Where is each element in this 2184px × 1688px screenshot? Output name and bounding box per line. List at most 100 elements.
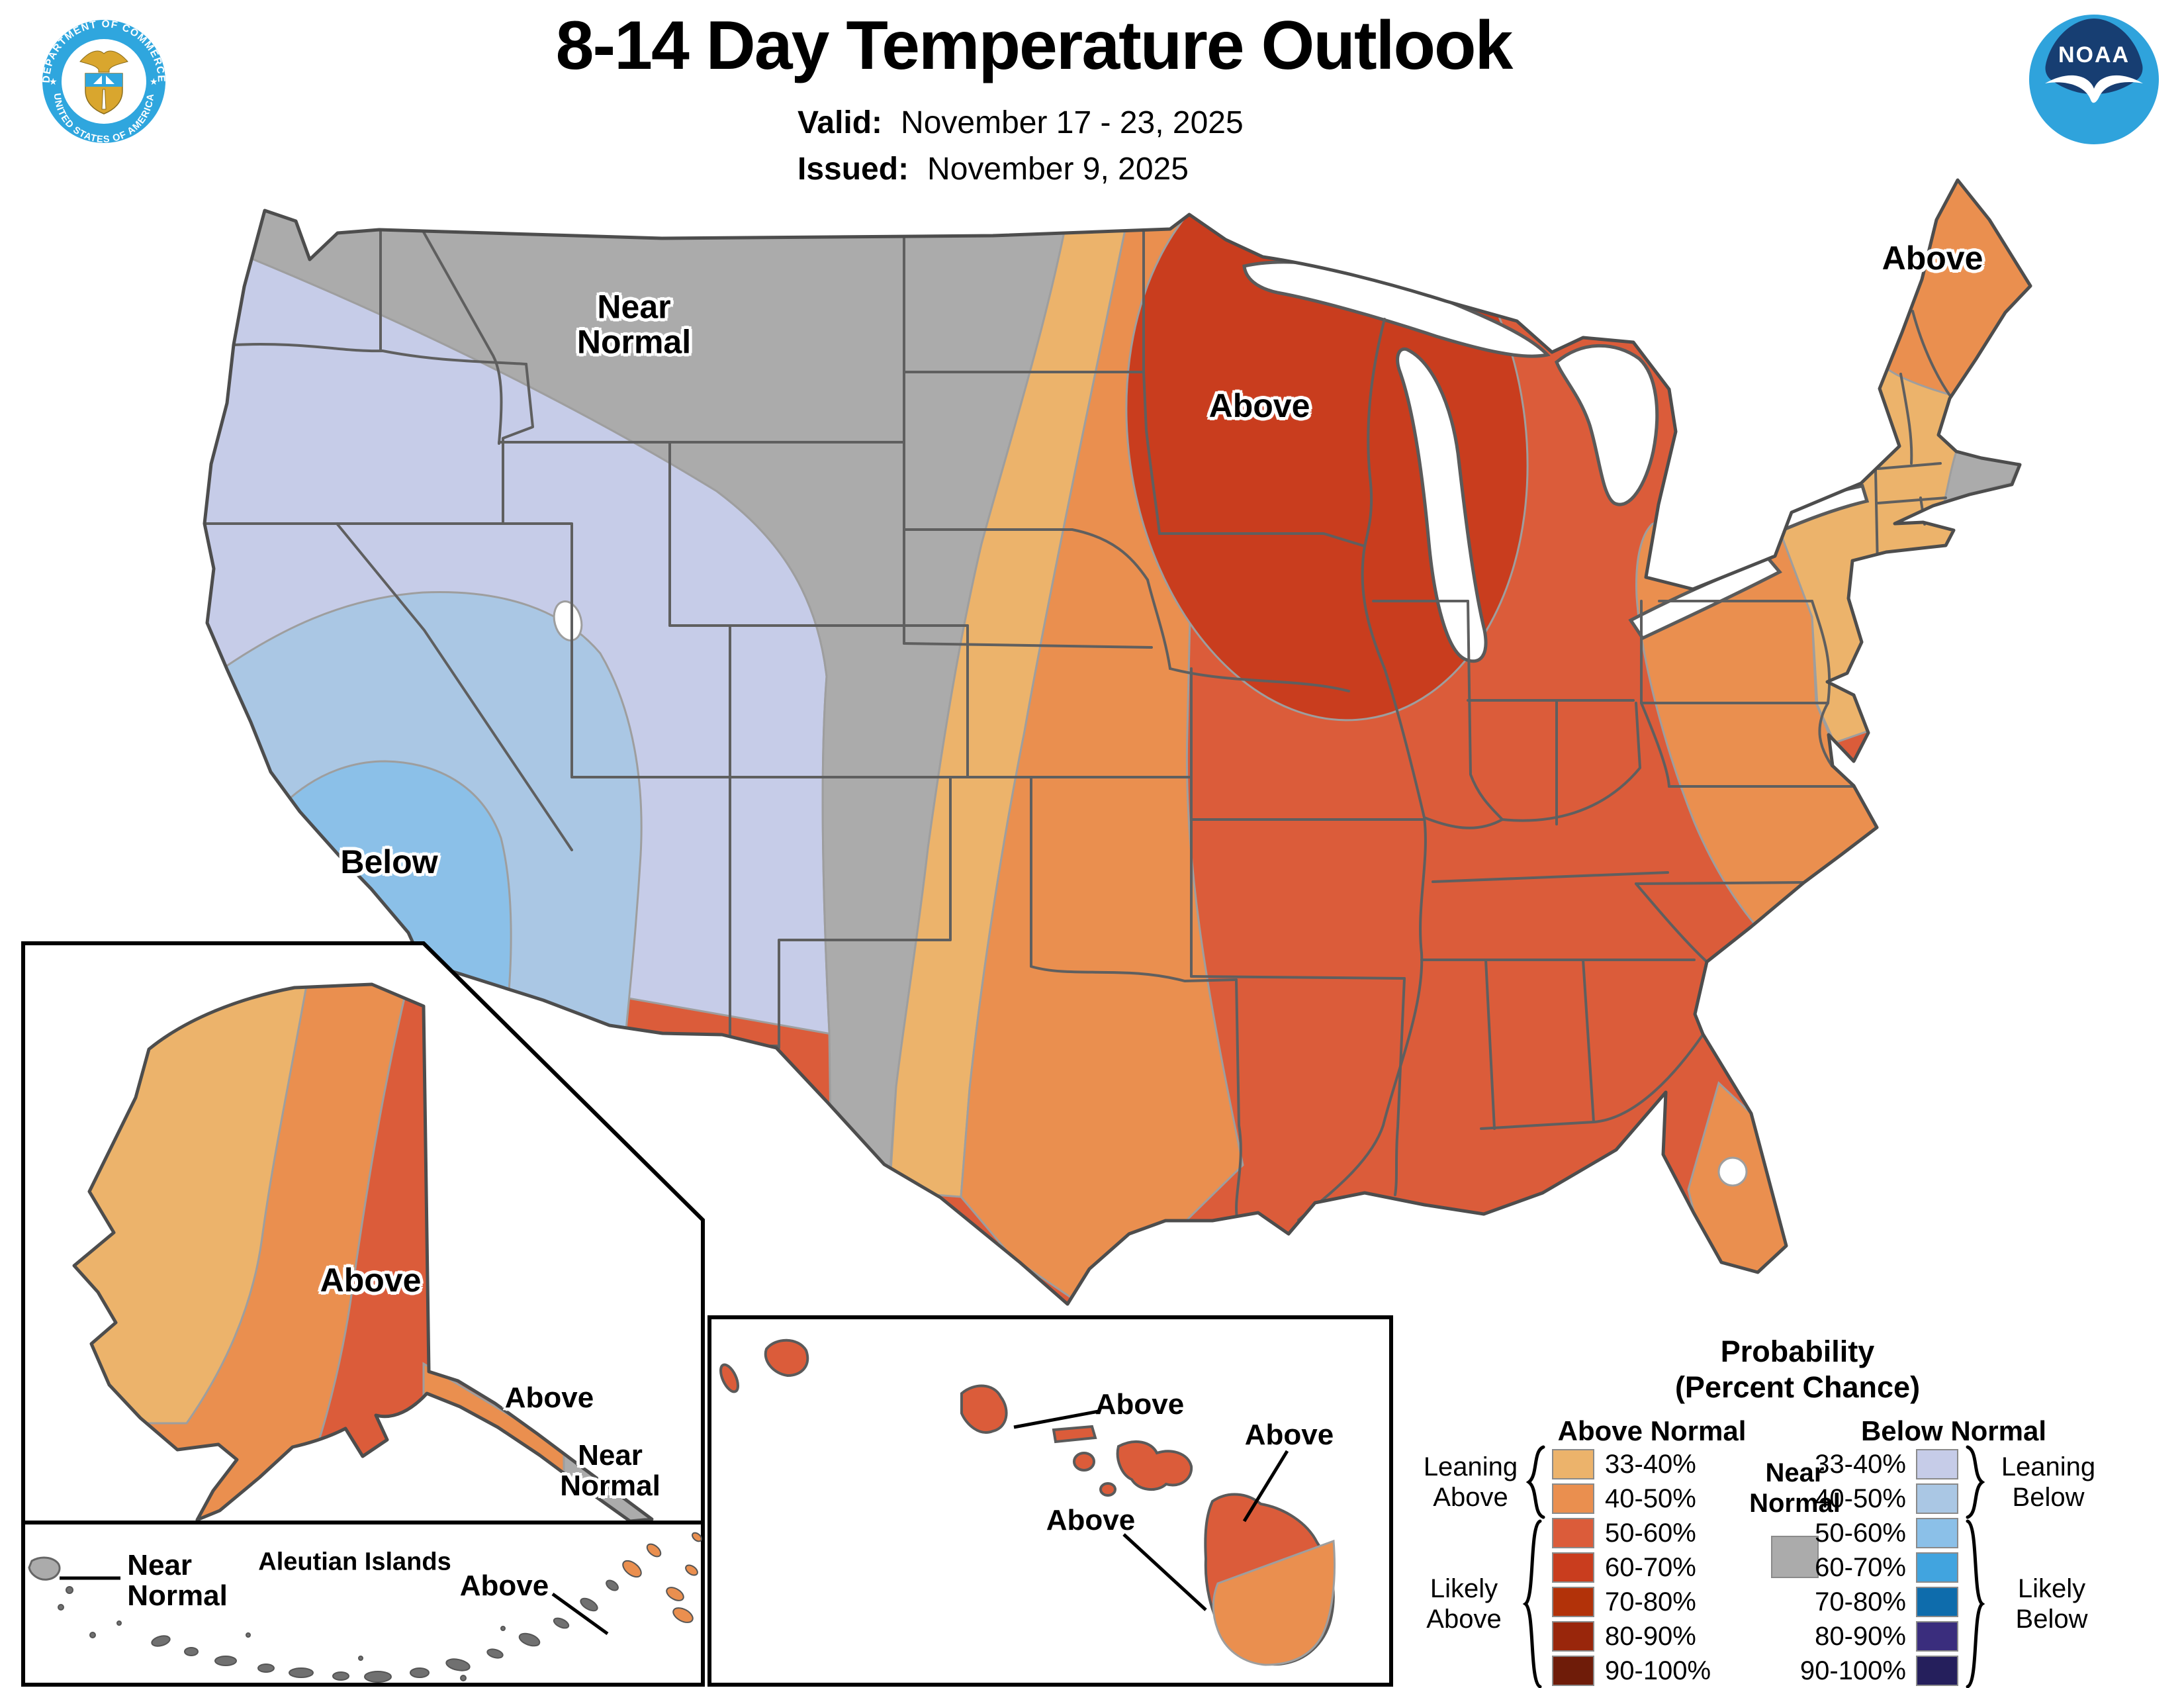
legend-above-swatch-70-80: [1552, 1587, 1594, 1617]
likely-above-brace: [1522, 1519, 1542, 1688]
issued-value: November 9, 2025: [927, 152, 1189, 187]
legend-below-range-90-100: 90-100%: [1799, 1656, 1906, 1685]
island-niihau: [719, 1363, 739, 1393]
legend-above-swatch-80-90: [1552, 1621, 1594, 1652]
lake-erie: [1628, 557, 1782, 641]
aleutian-inset: [21, 1521, 705, 1687]
legend-below-swatch-33-40: [1916, 1449, 1958, 1479]
alaska-label-near-normal-panhandle: Near Normal: [560, 1438, 660, 1502]
legend-below-swatch-80-90: [1916, 1621, 1958, 1652]
legend-leaning-below-label: Leaning Below: [2001, 1452, 2096, 1512]
alaska-inset: [21, 941, 705, 1524]
valid-label: Valid:: [797, 105, 883, 140]
hawaii-label-above-big-island-south: Above: [1046, 1503, 1136, 1536]
legend-above-swatch-40-50: [1552, 1483, 1594, 1514]
aleutian-island-chain: [58, 1579, 619, 1683]
aleutian-inset-title: Aleutian Islands: [258, 1548, 451, 1576]
legend-above-range-40-50: 40-50%: [1605, 1484, 1696, 1513]
legend-above-range-80-90: 80-90%: [1605, 1622, 1696, 1651]
map-label-above-midwest: Above: [1208, 387, 1310, 424]
legend-above-range-90-100: 90-100%: [1605, 1656, 1711, 1685]
legend-below-swatch-60-70: [1916, 1552, 1958, 1583]
legend-above-range-50-60: 50-60%: [1605, 1519, 1696, 1548]
island-molokai: [1052, 1425, 1097, 1444]
above-big-island-south-leader-line: [1122, 1533, 1207, 1611]
map-label-below-southwest: Below: [340, 843, 438, 880]
page-title: 8-14 Day Temperature Outlook: [555, 7, 1514, 84]
map-label-near-normal-west: Near Normal: [576, 288, 692, 360]
legend-near-normal-swatch: [1771, 1536, 1819, 1578]
aleutian-islands-above: [622, 1532, 702, 1623]
alaska-label-above-mainland: Above: [320, 1261, 422, 1299]
legend-below-range-40-50: 40-50%: [1815, 1484, 1906, 1513]
legend-above-swatch-60-70: [1552, 1552, 1594, 1583]
legend-below-range-70-80: 70-80%: [1815, 1587, 1906, 1617]
legend-above-range-70-80: 70-80%: [1605, 1587, 1696, 1617]
valid-value: November 17 - 23, 2025: [901, 105, 1244, 140]
hawaii-inset: [707, 1315, 1393, 1687]
island-kauai: [764, 1338, 809, 1378]
legend-above-swatch-90-100: [1552, 1656, 1594, 1686]
legend-below-swatch-50-60: [1916, 1518, 1958, 1548]
legend-below-range-33-40: 33-40%: [1815, 1450, 1906, 1479]
legend-below-normal-header: Below Normal: [1860, 1415, 2047, 1446]
legend-below-swatch-40-50: [1916, 1483, 1958, 1514]
legend-title-line2: (Percent Chance): [1674, 1370, 1921, 1404]
alaska-label-above-panhandle: Above: [504, 1381, 594, 1414]
hawaii-label-above-big-island-north: Above: [1244, 1418, 1334, 1451]
doc-ship-icon: [93, 75, 114, 84]
conus-outline: [203, 178, 2032, 1306]
legend-below-range-60-70: 60-70%: [1815, 1553, 1906, 1582]
svg-text:★: ★: [150, 76, 158, 87]
likely-below-brace: [1966, 1519, 1985, 1688]
lake-okeechobee: [1717, 1156, 1748, 1187]
hawaii-label-above-oahu: Above: [1095, 1387, 1185, 1421]
lake-michigan: [1396, 347, 1488, 663]
legend-above-swatch-50-60: [1552, 1518, 1594, 1548]
noaa-logo: NOAA: [2029, 15, 2159, 144]
aleutian-label-above: Above: [459, 1569, 549, 1602]
doc-seal: DEPARTMENT OF COMMERCE UNITED STATES OF …: [41, 19, 166, 145]
island-oahu: [960, 1384, 1008, 1434]
aleutian-label-near-normal: Near Normal: [127, 1548, 228, 1612]
doc-eagle-icon: [79, 50, 128, 73]
above-oahu-leader-line: [1013, 1409, 1099, 1429]
island-kahoolawe: [1099, 1482, 1116, 1497]
doc-lighthouse-icon: [101, 89, 107, 110]
legend-braces: [1522, 1445, 1985, 1688]
svg-text:★: ★: [49, 76, 58, 87]
legend-above-swatch-33-40: [1552, 1449, 1594, 1479]
big-island-south-40-50: [1212, 1539, 1336, 1666]
legend-above-range-60-70: 60-70%: [1605, 1553, 1696, 1582]
legend-below-range-50-60: 50-60%: [1815, 1519, 1906, 1548]
issued-date-line: Issued: November 9, 2025: [797, 151, 1189, 187]
state-borders: [205, 228, 1952, 1223]
leaning-above-brace: [1525, 1445, 1545, 1519]
legend-near-normal-label: Near Normal: [1749, 1458, 1841, 1518]
legend-below-range-80-90: 80-90%: [1815, 1622, 1906, 1651]
above-aleutian-leader-line: [551, 1592, 609, 1636]
alaska-outline: [72, 982, 654, 1523]
above-big-island-north-leader-line: [1242, 1450, 1289, 1523]
leaning-below-brace: [1966, 1445, 1985, 1519]
band-above-40-50-maine: [1882, 180, 2030, 397]
aleutian-inset-box: [21, 1521, 705, 1687]
legend-leaning-above-label: Leaning Above: [1423, 1452, 1518, 1512]
noaa-logo-text: NOAA: [2058, 42, 2130, 68]
valid-date-line: Valid: November 17 - 23, 2025: [797, 105, 1244, 141]
legend-above-range-33-40: 33-40%: [1605, 1450, 1696, 1479]
legend-title-line1: Probability: [1720, 1335, 1875, 1368]
legend-likely-above-label: Likely Above: [1426, 1574, 1502, 1634]
legend-likely-below-label: Likely Below: [2015, 1574, 2088, 1634]
issued-label: Issued:: [797, 152, 909, 187]
legend-below-swatch-90-100: [1916, 1656, 1958, 1686]
legend-below-swatch-70-80: [1916, 1587, 1958, 1617]
island-lanai: [1073, 1452, 1095, 1472]
aleutian-island-near-normal: [28, 1556, 61, 1581]
map-label-above-northeast: Above: [1882, 239, 1983, 277]
island-maui: [1116, 1440, 1193, 1491]
lake-huron: [1555, 344, 1659, 506]
legend-above-normal-header: Above Normal: [1557, 1415, 1747, 1446]
